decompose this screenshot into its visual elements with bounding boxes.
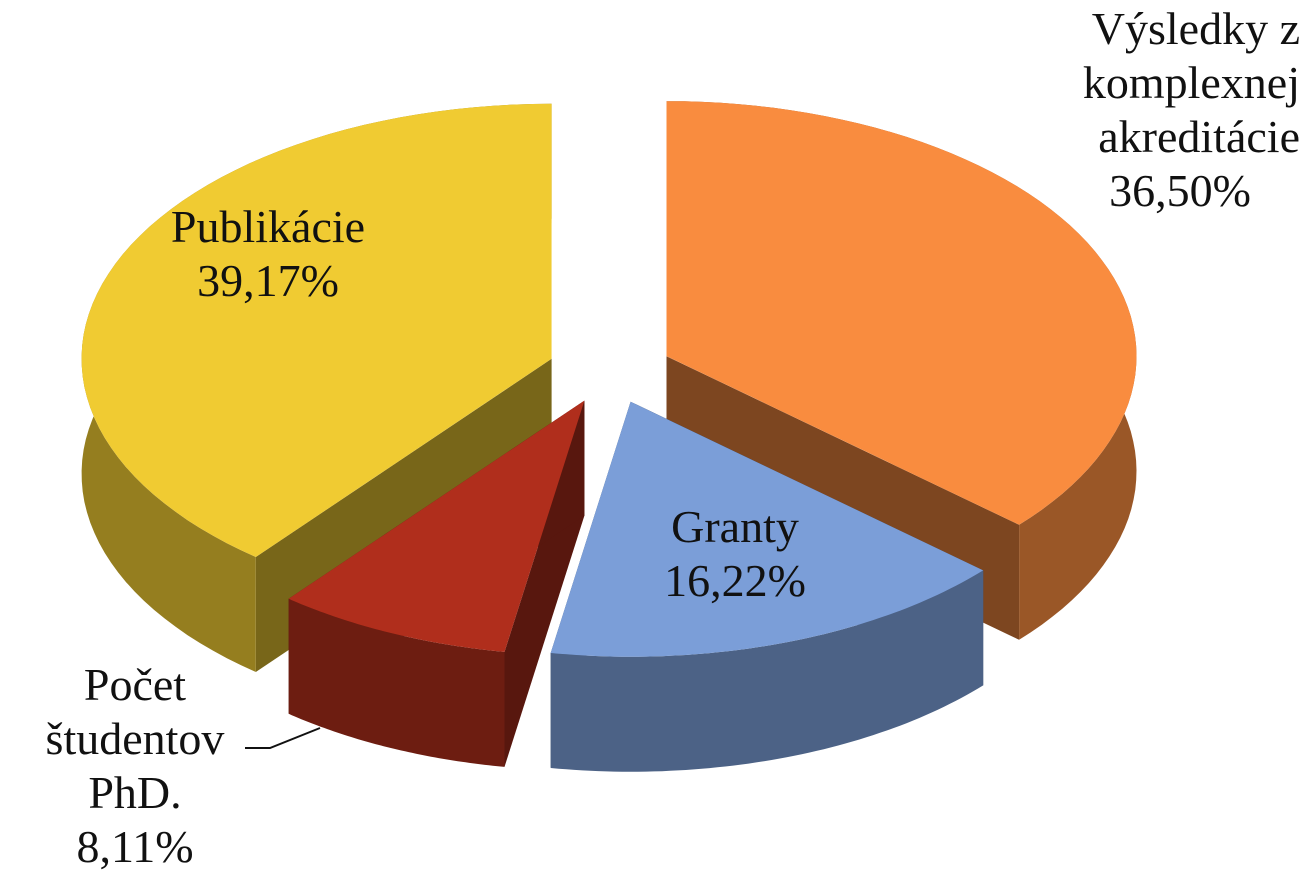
slice-value: 36,50% bbox=[1109, 165, 1251, 216]
slice-value: 16,22% bbox=[664, 555, 806, 606]
slice-value: 39,17% bbox=[197, 255, 339, 306]
slice-wall bbox=[288, 598, 505, 767]
slice bbox=[550, 401, 984, 657]
slice-name: Publikácie bbox=[170, 201, 366, 252]
leader-line bbox=[245, 727, 321, 749]
slice-name: Výsledky z komplexnej akreditácie bbox=[1082, 3, 1300, 162]
slice bbox=[81, 103, 552, 558]
slice-name: Granty bbox=[671, 501, 799, 552]
slice-wall bbox=[550, 570, 984, 772]
slice-label: Granty 16,22% bbox=[600, 500, 870, 608]
slice-value: 8,11% bbox=[76, 821, 194, 872]
slice bbox=[666, 101, 1137, 525]
slice-label: Výsledky z komplexnej akreditácie 36,50% bbox=[1020, 2, 1300, 218]
slice-name: Počet študentov PhD. bbox=[45, 659, 225, 818]
slice bbox=[288, 400, 585, 652]
slice-label: Publikácie 39,17% bbox=[128, 200, 408, 308]
slice-label: Počet študentov PhD. 8,11% bbox=[30, 658, 240, 874]
